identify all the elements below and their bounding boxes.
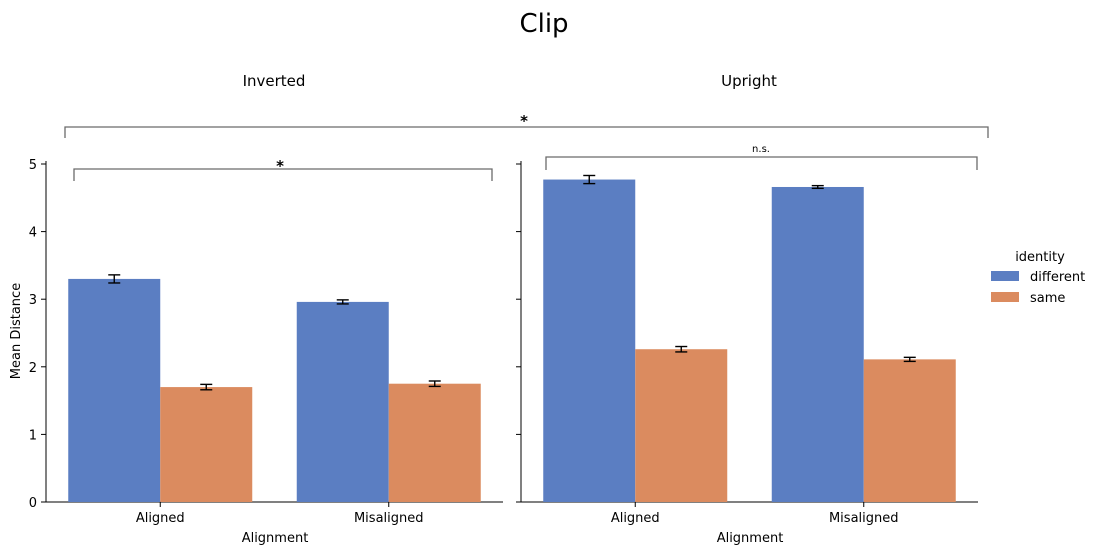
- top-significance-bracket: [64, 126, 989, 138]
- y-axis-label: Mean Distance: [9, 283, 24, 379]
- bar-0-0-0: [68, 278, 161, 502]
- legend-label-same: same: [1030, 291, 1065, 306]
- top-significance-label: *: [520, 112, 528, 130]
- x-tick-label-1-0: Aligned: [611, 511, 660, 526]
- inverted-significance-label: *: [276, 157, 284, 175]
- bar-0-1-1: [388, 383, 481, 502]
- bar-1-0-1: [635, 349, 728, 502]
- x-tick-label-0-1: Misaligned: [354, 511, 424, 526]
- chart-title: Clip: [519, 9, 568, 39]
- bar-1-0-0: [543, 179, 636, 502]
- legend-title: identity: [1015, 250, 1065, 265]
- y-tick-label-2: 2: [29, 361, 37, 376]
- bar-0-0-1: [160, 387, 253, 502]
- panel-title-upright: Upright: [721, 72, 777, 90]
- legend-label-different: different: [1030, 270, 1085, 285]
- legend-swatch-different: [991, 271, 1019, 281]
- panel-title-inverted: Inverted: [243, 72, 306, 90]
- x-tick-label-1-1: Misaligned: [829, 511, 899, 526]
- bar-1-1-1: [863, 359, 956, 502]
- y-tick-label-1: 1: [29, 428, 37, 443]
- legend: identity different same: [991, 250, 1085, 306]
- y-tick-label-0: 0: [29, 496, 37, 511]
- y-tick-label-4: 4: [29, 226, 37, 241]
- upright-significance-bracket: [545, 156, 978, 170]
- bar-0-1-0: [296, 301, 389, 502]
- panels: 0 1 2 3 4 5 Aligned Misaligned Aligned Misaligned: [29, 158, 978, 526]
- x-axis-label-inverted: Alignment: [242, 531, 309, 546]
- bar-1-1-0: [771, 186, 864, 502]
- x-axis-label-upright: Alignment: [717, 531, 784, 546]
- legend-swatch-same: [991, 292, 1019, 302]
- y-tick-label-5: 5: [29, 158, 37, 173]
- inverted-significance-bracket: [73, 168, 493, 181]
- upright-significance-label: n.s.: [752, 144, 770, 155]
- y-tick-label-3: 3: [29, 293, 37, 308]
- x-tick-label-0-0: Aligned: [136, 511, 185, 526]
